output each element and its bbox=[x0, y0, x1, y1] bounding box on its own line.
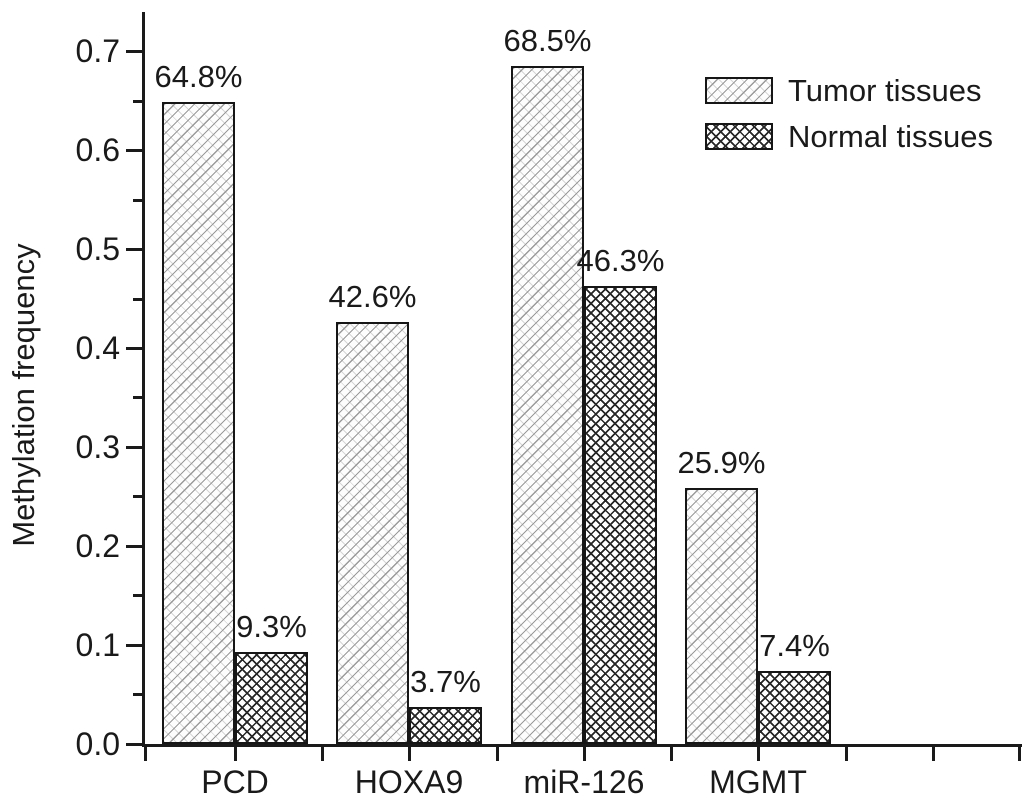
x-axis-category-label: PCD bbox=[201, 764, 269, 800]
x-axis-tick bbox=[234, 746, 237, 761]
bar-normal-PCD bbox=[235, 652, 308, 744]
y-axis-major-tick bbox=[126, 545, 142, 548]
legend-label-tumor-tissues: Tumor tissues bbox=[788, 73, 982, 108]
y-axis-minor-tick bbox=[133, 495, 142, 498]
y-axis-major-tick bbox=[126, 644, 142, 647]
y-axis-major-tick bbox=[126, 347, 142, 350]
bar-value-label: 25.9% bbox=[677, 445, 766, 480]
x-axis-tick bbox=[583, 746, 586, 761]
y-axis-title: Methylation frequency bbox=[6, 243, 41, 547]
bar-tumor-HOXA9 bbox=[336, 322, 409, 744]
x-axis-category-label: miR-126 bbox=[523, 764, 645, 800]
y-axis-major-tick bbox=[126, 743, 142, 746]
y-axis-major-tick bbox=[126, 149, 142, 152]
bar-tumor-MGMT bbox=[685, 488, 758, 744]
y-axis-tick-label: 0.6 bbox=[75, 132, 120, 168]
bar-value-label: 7.4% bbox=[759, 628, 830, 663]
y-axis-major-tick bbox=[126, 50, 142, 53]
y-axis-tick-label: 0.7 bbox=[75, 33, 120, 69]
x-axis-tick bbox=[321, 746, 324, 761]
bar-value-label: 3.7% bbox=[410, 664, 481, 699]
bar-value-label: 64.8% bbox=[154, 59, 243, 94]
y-axis-minor-tick bbox=[133, 594, 142, 597]
bar-normal-MGMT bbox=[758, 671, 831, 744]
y-axis-tick-label: 0.2 bbox=[75, 528, 120, 564]
x-axis-line bbox=[142, 744, 1022, 747]
x-axis-tick bbox=[1018, 746, 1021, 761]
bar-value-label: 42.6% bbox=[328, 279, 417, 314]
bar-tumor-PCD bbox=[162, 102, 235, 744]
bar-tumor-miR-126 bbox=[511, 66, 584, 744]
y-axis-line bbox=[142, 12, 145, 747]
x-axis-tick bbox=[845, 746, 848, 761]
y-axis-minor-tick bbox=[133, 100, 142, 103]
legend: Tumor tissues Normal tissues bbox=[705, 73, 993, 168]
y-axis-minor-tick bbox=[133, 199, 142, 202]
y-axis-minor-tick bbox=[133, 693, 142, 696]
y-axis-minor-tick bbox=[133, 298, 142, 301]
x-axis-tick bbox=[932, 746, 935, 761]
y-axis-tick-label: 0.5 bbox=[75, 231, 120, 267]
x-axis-category-label: MGMT bbox=[709, 764, 807, 800]
bar-normal-miR-126 bbox=[584, 286, 657, 744]
bar-value-label: 9.3% bbox=[236, 609, 307, 644]
legend-label-normal-tissues: Normal tissues bbox=[788, 119, 993, 154]
y-axis-tick-label: 0.1 bbox=[75, 627, 120, 663]
bar-normal-HOXA9 bbox=[409, 707, 482, 744]
legend-item-normal-tissues: Normal tissues bbox=[705, 119, 993, 154]
bar-value-label: 46.3% bbox=[576, 243, 665, 278]
x-axis-tick bbox=[757, 746, 760, 761]
y-axis-tick-label: 0.4 bbox=[75, 330, 120, 366]
y-axis-major-tick bbox=[126, 446, 142, 449]
legend-swatch-cross-hatch-icon bbox=[705, 123, 773, 150]
x-axis-tick bbox=[496, 746, 499, 761]
x-axis-category-label: HOXA9 bbox=[354, 764, 464, 800]
legend-swatch-diagonal-hatch-icon bbox=[705, 77, 773, 104]
x-axis-tick bbox=[144, 746, 147, 761]
y-axis-minor-tick bbox=[133, 396, 142, 399]
legend-item-tumor-tissues: Tumor tissues bbox=[705, 73, 993, 108]
y-axis-major-tick bbox=[126, 248, 142, 251]
x-axis-tick bbox=[408, 746, 411, 761]
y-axis-tick-label: 0.3 bbox=[75, 429, 120, 465]
x-axis-tick bbox=[670, 746, 673, 761]
y-axis-tick-label: 0.0 bbox=[75, 726, 120, 762]
bar-value-label: 68.5% bbox=[503, 23, 592, 58]
